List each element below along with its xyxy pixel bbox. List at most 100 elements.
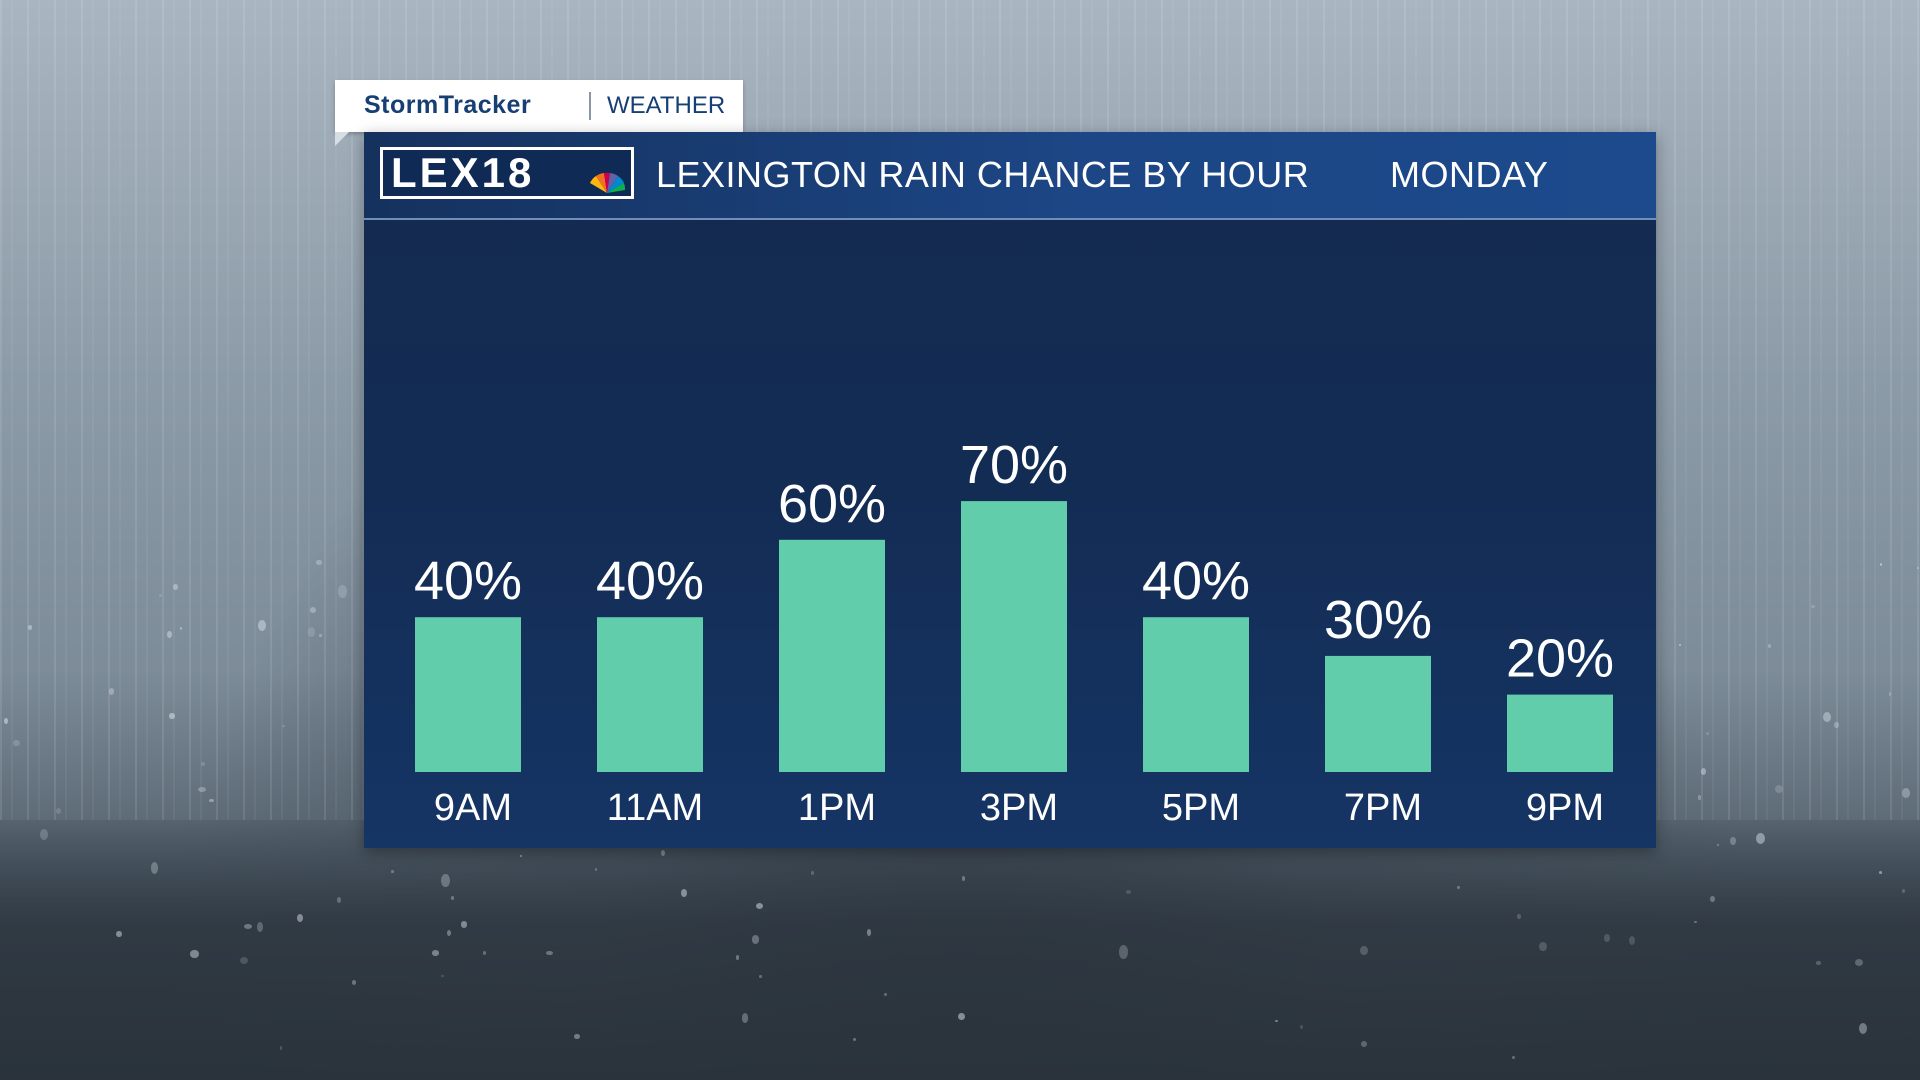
raindrop-splash xyxy=(279,1046,283,1050)
raindrop-splash xyxy=(660,849,666,857)
raindrop-splash xyxy=(1917,567,1920,569)
raindrop-splash xyxy=(1716,844,1720,847)
raindrop-splash xyxy=(1879,562,1883,566)
wet-ground xyxy=(0,820,1920,1080)
raindrop-splash xyxy=(319,634,323,637)
raindrop-splash xyxy=(741,1012,749,1024)
raindrop-splash xyxy=(1299,1024,1303,1030)
raindrop-splash xyxy=(1678,643,1681,647)
chart-title: LEXINGTON RAIN CHANCE BY HOUR xyxy=(656,154,1310,195)
raindrop-splash xyxy=(338,585,347,599)
raindrop-splash xyxy=(759,975,763,979)
raindrop-splash xyxy=(1457,886,1460,889)
stormtracker-weather-tag: StormTracker WEATHER xyxy=(335,80,743,146)
raindrop-splash xyxy=(810,871,815,876)
raindrop-splash xyxy=(201,762,205,766)
bar-1pm xyxy=(779,539,885,772)
raindrop-splash xyxy=(1888,692,1892,696)
raindrop-splash xyxy=(1816,961,1822,965)
raindrop-splash xyxy=(1274,1019,1278,1022)
raindrop-splash xyxy=(852,1037,857,1042)
raindrop-splash xyxy=(1767,643,1771,648)
raindrop-splash xyxy=(1603,933,1611,942)
raindrop-splash xyxy=(3,717,8,724)
panel-header: LEX18 LEXINGTON RAIN CHANCE BY HOUR MOND… xyxy=(364,132,1656,220)
value-label-7pm: 30% xyxy=(1324,590,1432,650)
raindrop-splash xyxy=(1810,604,1816,608)
raindrop-splash xyxy=(173,583,179,591)
bar-9pm xyxy=(1507,694,1613,772)
bar-5pm xyxy=(1143,617,1249,772)
value-label-11am: 40% xyxy=(596,551,704,611)
raindrop-splash xyxy=(1361,1040,1368,1047)
raindrop-splash xyxy=(169,712,175,719)
raindrop-splash xyxy=(594,867,598,871)
logo-text: LEX18 xyxy=(391,149,535,196)
lex18-logo: LEX18 xyxy=(380,147,634,199)
raindrop-splash xyxy=(257,619,266,631)
raindrop-splash xyxy=(13,739,20,747)
raindrop-splash xyxy=(1360,946,1368,956)
category-label-9pm: 9PM xyxy=(1526,787,1604,829)
category-label-1pm: 1PM xyxy=(798,787,876,829)
category-label-3pm: 3PM xyxy=(980,787,1058,829)
raindrop-splash xyxy=(244,924,253,930)
category-label-11am: 11AM xyxy=(607,787,703,829)
raindrop-splash xyxy=(1705,732,1710,736)
raindrop-splash xyxy=(116,930,122,937)
raindrop-splash xyxy=(447,929,452,937)
raindrop-splash xyxy=(257,921,264,932)
raindrop-splash xyxy=(1694,920,1697,924)
weather-label: WEATHER xyxy=(607,92,726,119)
raindrop-splash xyxy=(190,949,199,958)
raindrop-splash xyxy=(1901,788,1910,798)
raindrop-splash xyxy=(460,921,468,928)
raindrop-splash xyxy=(546,950,553,956)
raindrop-splash xyxy=(1517,913,1522,919)
raindrop-splash xyxy=(736,955,740,960)
category-label-5pm: 5PM xyxy=(1162,787,1240,829)
raindrop-splash xyxy=(451,895,455,900)
raindrop-splash xyxy=(296,913,304,923)
raindrop-splash xyxy=(1854,959,1864,967)
raindrop-splash xyxy=(962,876,966,881)
raindrop-splash xyxy=(1822,711,1831,723)
raindrop-splash xyxy=(180,626,183,630)
raindrop-splash xyxy=(1901,889,1905,894)
raindrop-splash xyxy=(351,979,356,986)
raindrop-splash xyxy=(40,828,49,840)
value-label-9pm: 20% xyxy=(1506,629,1614,689)
bar-7pm xyxy=(1325,655,1431,772)
raindrop-splash xyxy=(1511,1055,1515,1059)
bar-3pm xyxy=(961,501,1067,772)
raindrop-splash xyxy=(441,975,445,978)
raindrop-splash xyxy=(240,956,249,964)
raindrop-splash xyxy=(1118,945,1128,959)
raindrop-splash xyxy=(150,861,159,874)
raindrop-splash xyxy=(167,630,172,638)
raindrop-splash xyxy=(1833,722,1839,728)
raindrop-splash xyxy=(1539,941,1547,952)
value-label-3pm: 70% xyxy=(960,435,1068,495)
bar-11am xyxy=(597,617,703,772)
raindrop-splash xyxy=(866,929,872,937)
raindrop-splash xyxy=(28,624,33,630)
raindrop-splash xyxy=(1730,837,1736,845)
raindrop-splash xyxy=(55,808,61,815)
raindrop-splash xyxy=(198,786,206,792)
raindrop-splash xyxy=(1878,871,1883,875)
category-label-7pm: 7PM xyxy=(1344,787,1422,829)
raindrop-splash xyxy=(109,688,115,695)
value-label-9am: 40% xyxy=(414,551,522,611)
raindrop-splash xyxy=(431,950,439,956)
raindrop-splash xyxy=(681,889,688,898)
raindrop-splash xyxy=(282,724,286,728)
raindrop-splash xyxy=(307,626,316,637)
stormtracker-label: StormTracker xyxy=(364,91,532,119)
raindrop-splash xyxy=(1697,795,1702,800)
chart-day: MONDAY xyxy=(1390,154,1549,195)
raindrop-splash xyxy=(1710,895,1715,903)
tag-tail xyxy=(335,132,349,146)
raindrop-splash xyxy=(1628,935,1635,945)
raindrop-splash xyxy=(884,992,887,996)
